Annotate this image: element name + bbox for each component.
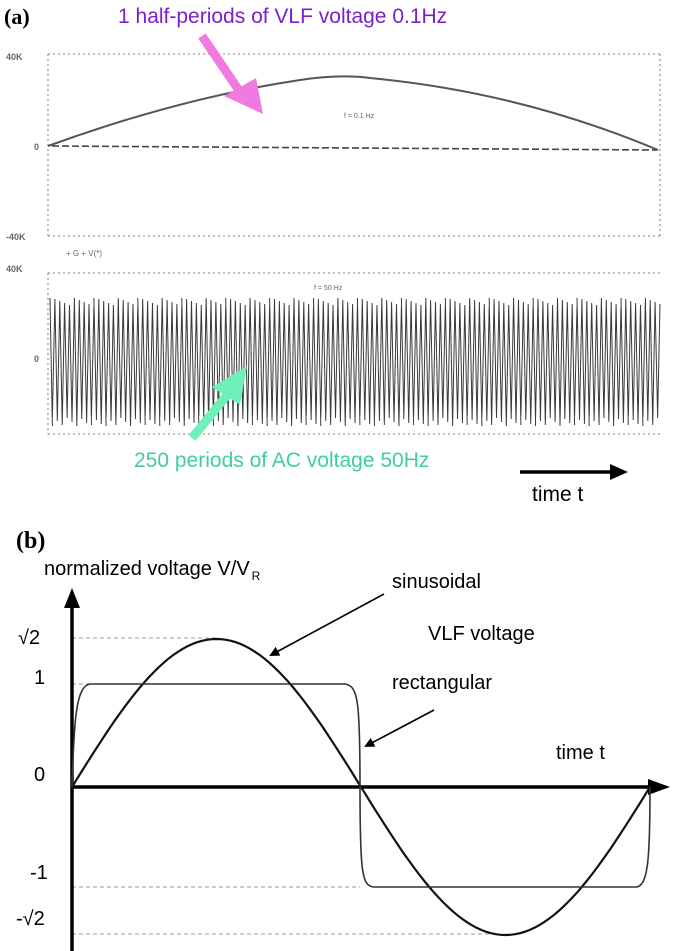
rectangular-waveform (71, 683, 651, 888)
scope-top-ytick-zero: 0 (34, 142, 39, 152)
scope-top-ytick-bottom: -40K (6, 232, 26, 242)
vlf-annotation: 1 half-periods of VLF voltage 0.1Hz (118, 5, 447, 28)
time-arrow-a (520, 464, 628, 480)
ytick-minus-sqrt2: -√2 (16, 908, 45, 930)
x-axis-b-arrowhead (648, 779, 670, 795)
ac-arrow-head (212, 366, 247, 405)
rectangular-label: rectangular (392, 672, 492, 694)
scope-top-freq-label: f = 0.1 Hz (344, 113, 375, 120)
ac-arrow (188, 366, 247, 441)
time-label-a: time t (532, 483, 584, 506)
panel-b: (b) normalized voltage V/V R √2 1 0 -1 -√… (16, 528, 670, 951)
ylabel-b-sub: R (252, 569, 261, 583)
reference-lines (72, 637, 500, 935)
ytick-minus1: -1 (30, 862, 48, 884)
scope-top-zero-line (51, 145, 658, 151)
sinusoidal-label: sinusoidal (392, 571, 481, 593)
ac-arrow-shaft (188, 391, 232, 441)
scope-bottom-ytick-top: 40K (6, 264, 23, 274)
scope-top-ytick-top: 40K (6, 52, 23, 62)
sinusoidal-waveform (71, 637, 651, 937)
scope-top (47, 53, 661, 237)
ac-waveform-strokes (49, 297, 661, 427)
panel-b-label: (b) (16, 528, 45, 554)
vlf-voltage-label: VLF voltage (428, 623, 535, 645)
ytick-sqrt2: √2 (18, 627, 40, 649)
panel-a: (a) 1 half-periods of VLF voltage 0.1Hz … (4, 4, 661, 506)
ac-50hz-waveform (49, 297, 661, 427)
scope-bottom (47, 272, 660, 435)
vlf-arrow-head (224, 78, 263, 114)
y-axis-b-arrowhead (64, 588, 80, 608)
scope-bottom-ytick-zero: 0 (34, 354, 39, 364)
xlabel-b: time t (556, 742, 605, 764)
sinusoidal-pointer-arrow (269, 593, 385, 656)
vlf-arrow-shaft (198, 33, 244, 95)
vlf-arrow (198, 33, 263, 114)
ytick-1: 1 (34, 667, 45, 689)
vlf-half-period-curve (47, 75, 659, 151)
ylabel-b: normalized voltage V/V R (44, 558, 261, 583)
scope-bottom-freq-label: f = 50 Hz (314, 285, 343, 292)
ac-annotation: 250 periods of AC voltage 50Hz (134, 449, 429, 472)
scope-top-trace-label: + G + V(*) (66, 249, 102, 258)
ylabel-b-text: normalized voltage V/V (44, 558, 250, 580)
panel-a-label: (a) (4, 4, 30, 29)
time-arrow-a-head (610, 464, 628, 480)
rectangular-pointer-arrow (364, 709, 435, 747)
ytick-0: 0 (34, 764, 45, 786)
